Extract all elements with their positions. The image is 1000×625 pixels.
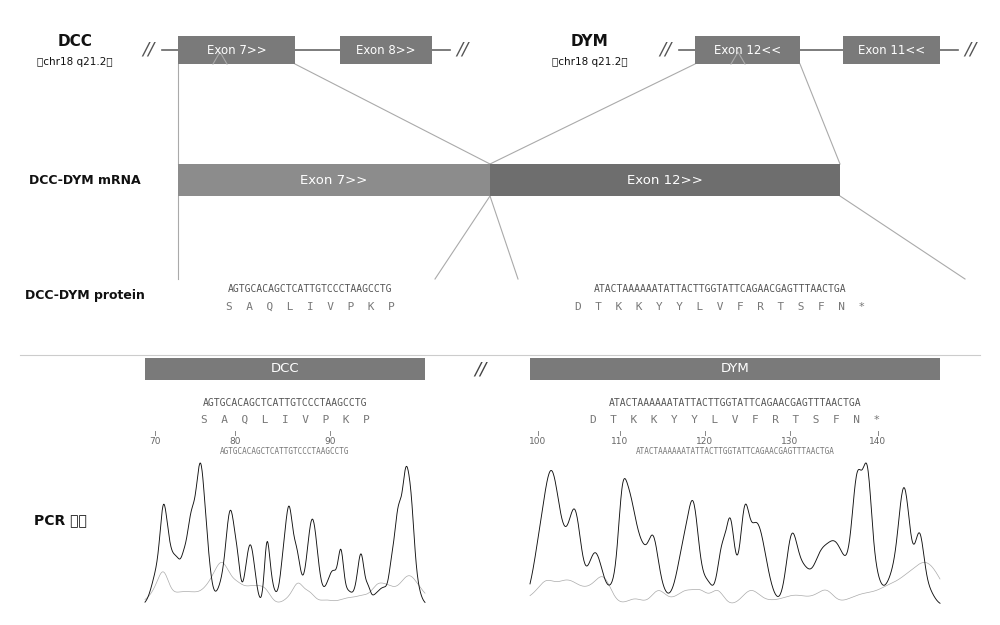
Text: //: // <box>474 360 486 378</box>
Text: 70: 70 <box>149 438 161 446</box>
Bar <box>530 358 940 380</box>
Text: D  T  K  K  Y  Y  L  V  F  R  T  S  F  N  *: D T K K Y Y L V F R T S F N * <box>590 415 880 425</box>
Bar <box>178 164 490 196</box>
Text: AGTGCACAGCTCATTGTCCCTAAGCCTG: AGTGCACAGCTCATTGTCCCTAAGCCTG <box>220 448 350 456</box>
Text: //: // <box>659 41 671 59</box>
Text: Exon 12>>: Exon 12>> <box>627 174 703 186</box>
Text: DCC-DYM protein: DCC-DYM protein <box>25 289 145 301</box>
Text: //: // <box>142 41 154 59</box>
Bar <box>490 164 840 196</box>
Text: ATACTAAAAAATATTACTTGGTATTCAGAACGAGTTTAACTGA: ATACTAAAAAATATTACTTGGTATTCAGAACGAGTTTAAC… <box>594 284 846 294</box>
Bar <box>340 36 432 64</box>
Text: Exon 7>>: Exon 7>> <box>300 174 368 186</box>
Bar <box>695 36 800 64</box>
Text: ATACTAAAAAATATTACTTGGTATTCAGAACGAGTTTAACTGA: ATACTAAAAAATATTACTTGGTATTCAGAACGAGTTTAAC… <box>609 398 861 408</box>
Text: Exon 7>>: Exon 7>> <box>207 44 266 56</box>
Text: S  A  Q  L  I  V  P  K  P: S A Q L I V P K P <box>201 415 369 425</box>
Text: S  A  Q  L  I  V  P  K  P: S A Q L I V P K P <box>226 302 394 312</box>
Text: 140: 140 <box>869 438 887 446</box>
Bar <box>843 36 940 64</box>
Text: //: // <box>456 41 468 59</box>
Text: DYM: DYM <box>721 362 749 376</box>
Text: ATACTAAAAAATATTACTTGGTATTCAGAACGAGTTTAACTGA: ATACTAAAAAATATTACTTGGTATTCAGAACGAGTTTAAC… <box>636 448 834 456</box>
Text: Exon 12<<: Exon 12<< <box>714 44 781 56</box>
Text: DCC: DCC <box>271 362 299 376</box>
Text: 80: 80 <box>229 438 241 446</box>
Text: （chr18 q21.2）: （chr18 q21.2） <box>552 57 628 67</box>
Text: 110: 110 <box>611 438 629 446</box>
Bar <box>145 358 425 380</box>
Text: DYM: DYM <box>571 34 609 49</box>
Text: AGTGCACAGCTCATTGTCCCTAAGCCTG: AGTGCACAGCTCATTGTCCCTAAGCCTG <box>203 398 367 408</box>
Text: DCC: DCC <box>58 34 92 49</box>
Text: （chr18 q21.2）: （chr18 q21.2） <box>37 57 113 67</box>
Text: Exon 8>>: Exon 8>> <box>356 44 416 56</box>
Text: //: // <box>964 41 976 59</box>
Text: 120: 120 <box>696 438 714 446</box>
Text: 100: 100 <box>529 438 547 446</box>
Text: 130: 130 <box>781 438 799 446</box>
Text: PCR 验证: PCR 验证 <box>34 513 86 527</box>
Text: 90: 90 <box>324 438 336 446</box>
Text: AGTGCACAGCTCATTGTCCCTAAGCCTG: AGTGCACAGCTCATTGTCCCTAAGCCTG <box>228 284 392 294</box>
Text: DCC-DYM mRNA: DCC-DYM mRNA <box>29 174 141 186</box>
Bar <box>178 36 295 64</box>
Text: Exon 11<<: Exon 11<< <box>858 44 925 56</box>
Text: D  T  K  K  Y  Y  L  V  F  R  T  S  F  N  *: D T K K Y Y L V F R T S F N * <box>575 302 865 312</box>
